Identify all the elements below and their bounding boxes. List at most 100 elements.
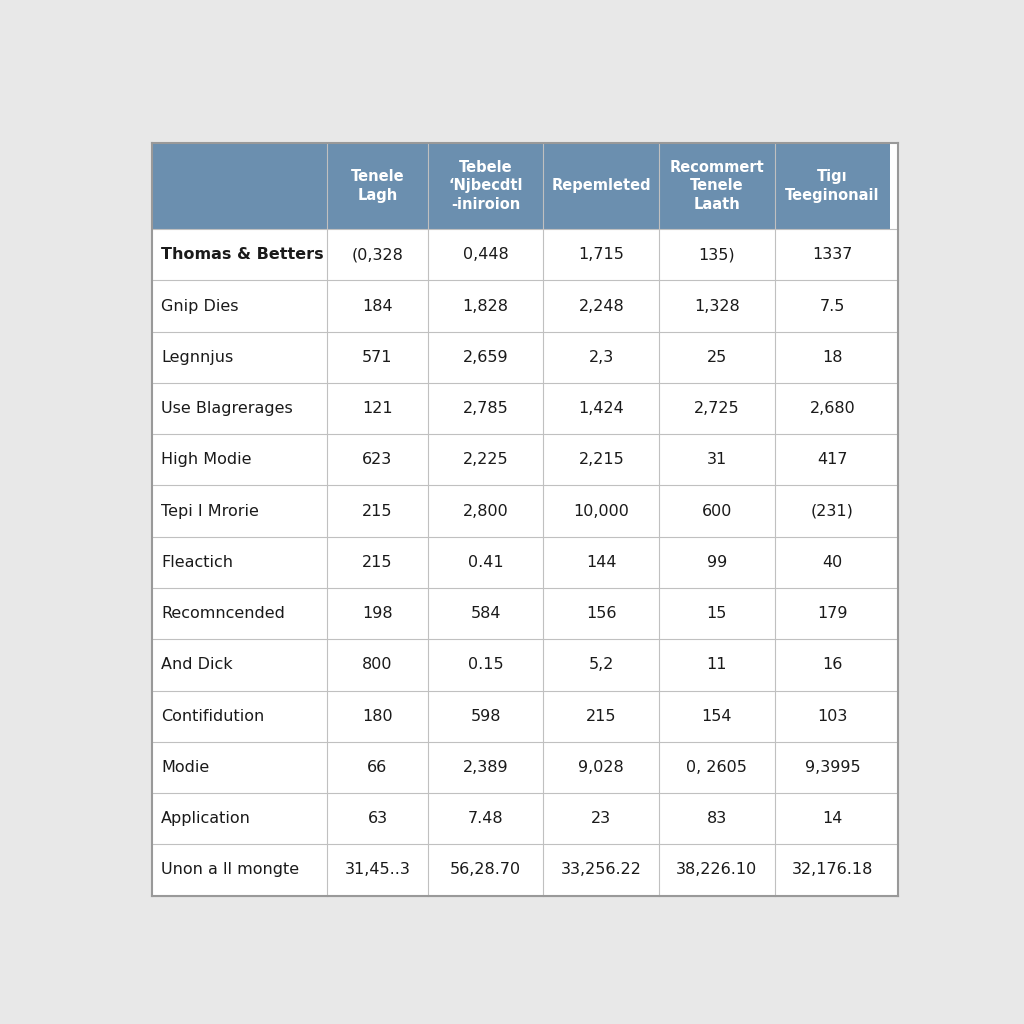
Text: (231): (231)	[811, 504, 854, 518]
Text: Contifidution: Contifidution	[162, 709, 264, 724]
Bar	[327, 332, 428, 383]
Text: 5,2: 5,2	[589, 657, 614, 673]
Bar	[428, 639, 544, 690]
Bar	[659, 793, 775, 845]
Text: 2,3: 2,3	[589, 350, 614, 365]
Bar	[659, 845, 775, 896]
Bar	[544, 537, 659, 588]
Text: 180: 180	[362, 709, 393, 724]
Text: Unon a ll mongte: Unon a ll mongte	[162, 862, 299, 878]
Text: Recomncended: Recomncended	[162, 606, 286, 622]
Text: 800: 800	[362, 657, 393, 673]
Text: 2,659: 2,659	[463, 350, 509, 365]
Bar	[659, 639, 775, 690]
Text: 2,215: 2,215	[579, 453, 625, 467]
Bar	[327, 485, 428, 537]
Bar	[659, 537, 775, 588]
Bar	[544, 845, 659, 896]
Bar	[152, 485, 327, 537]
Text: 135): 135)	[698, 248, 735, 262]
Bar	[659, 229, 775, 281]
Bar	[152, 741, 327, 793]
Bar	[152, 793, 327, 845]
Text: 215: 215	[362, 504, 393, 518]
Bar	[327, 229, 428, 281]
Bar	[775, 332, 890, 383]
Text: 417: 417	[817, 453, 848, 467]
Bar	[544, 485, 659, 537]
Text: 215: 215	[586, 709, 616, 724]
Bar	[775, 142, 890, 229]
Bar	[152, 537, 327, 588]
Text: High Modie: High Modie	[162, 453, 252, 467]
Text: 0,448: 0,448	[463, 248, 509, 262]
Text: 154: 154	[701, 709, 732, 724]
Text: 198: 198	[362, 606, 393, 622]
Bar	[775, 485, 890, 537]
Bar	[775, 793, 890, 845]
Bar	[152, 281, 327, 332]
Text: 2,800: 2,800	[463, 504, 509, 518]
Bar	[428, 588, 544, 639]
Text: 156: 156	[586, 606, 616, 622]
Bar	[659, 142, 775, 229]
Text: Recommert
Tenele
Laath: Recommert Tenele Laath	[670, 160, 764, 212]
Text: 66: 66	[368, 760, 388, 775]
Text: 38,226.10: 38,226.10	[676, 862, 758, 878]
Text: Tebele
‘ǋbecdtl
-iniroion: Tebele ‘ǋbecdtl -iniroion	[449, 160, 523, 212]
Bar	[428, 690, 544, 741]
Bar	[544, 332, 659, 383]
Text: 1337: 1337	[812, 248, 853, 262]
Text: 2,389: 2,389	[463, 760, 509, 775]
Bar	[152, 690, 327, 741]
Text: 0, 2605: 0, 2605	[686, 760, 748, 775]
Text: Use Blagrerages: Use Blagrerages	[162, 401, 293, 416]
Bar	[544, 793, 659, 845]
Bar	[327, 281, 428, 332]
Bar	[775, 229, 890, 281]
Text: 11: 11	[707, 657, 727, 673]
Text: Repemleted: Repemleted	[552, 178, 651, 194]
Text: 600: 600	[701, 504, 732, 518]
Text: 40: 40	[822, 555, 843, 570]
Bar	[152, 588, 327, 639]
Bar	[152, 383, 327, 434]
Bar	[327, 434, 428, 485]
Bar	[659, 383, 775, 434]
Bar	[775, 281, 890, 332]
Bar	[152, 142, 327, 229]
Text: Gnip Dies: Gnip Dies	[162, 299, 239, 313]
Text: And Dick: And Dick	[162, 657, 232, 673]
Text: 23: 23	[591, 811, 611, 826]
Bar	[327, 639, 428, 690]
Text: 2,785: 2,785	[463, 401, 509, 416]
Bar	[327, 741, 428, 793]
Bar	[428, 741, 544, 793]
Text: 32,176.18: 32,176.18	[792, 862, 873, 878]
Bar	[659, 588, 775, 639]
Bar	[775, 741, 890, 793]
Text: 2,725: 2,725	[694, 401, 739, 416]
Text: Tigı
Teeginonail: Tigı Teeginonail	[785, 169, 880, 203]
Bar	[544, 588, 659, 639]
Bar	[152, 434, 327, 485]
Text: 7.5: 7.5	[820, 299, 845, 313]
Bar	[428, 537, 544, 588]
Bar	[152, 229, 327, 281]
Bar	[775, 690, 890, 741]
Text: 9,3995: 9,3995	[805, 760, 860, 775]
Text: 2,225: 2,225	[463, 453, 509, 467]
Text: 0.15: 0.15	[468, 657, 504, 673]
Bar	[152, 332, 327, 383]
Bar	[428, 434, 544, 485]
Bar	[327, 537, 428, 588]
Bar	[544, 690, 659, 741]
Text: 10,000: 10,000	[573, 504, 629, 518]
Text: 1,424: 1,424	[579, 401, 625, 416]
Bar	[327, 588, 428, 639]
Text: Fleactich: Fleactich	[162, 555, 233, 570]
Bar	[428, 845, 544, 896]
Bar	[152, 845, 327, 896]
Text: 63: 63	[368, 811, 387, 826]
Text: 25: 25	[707, 350, 727, 365]
